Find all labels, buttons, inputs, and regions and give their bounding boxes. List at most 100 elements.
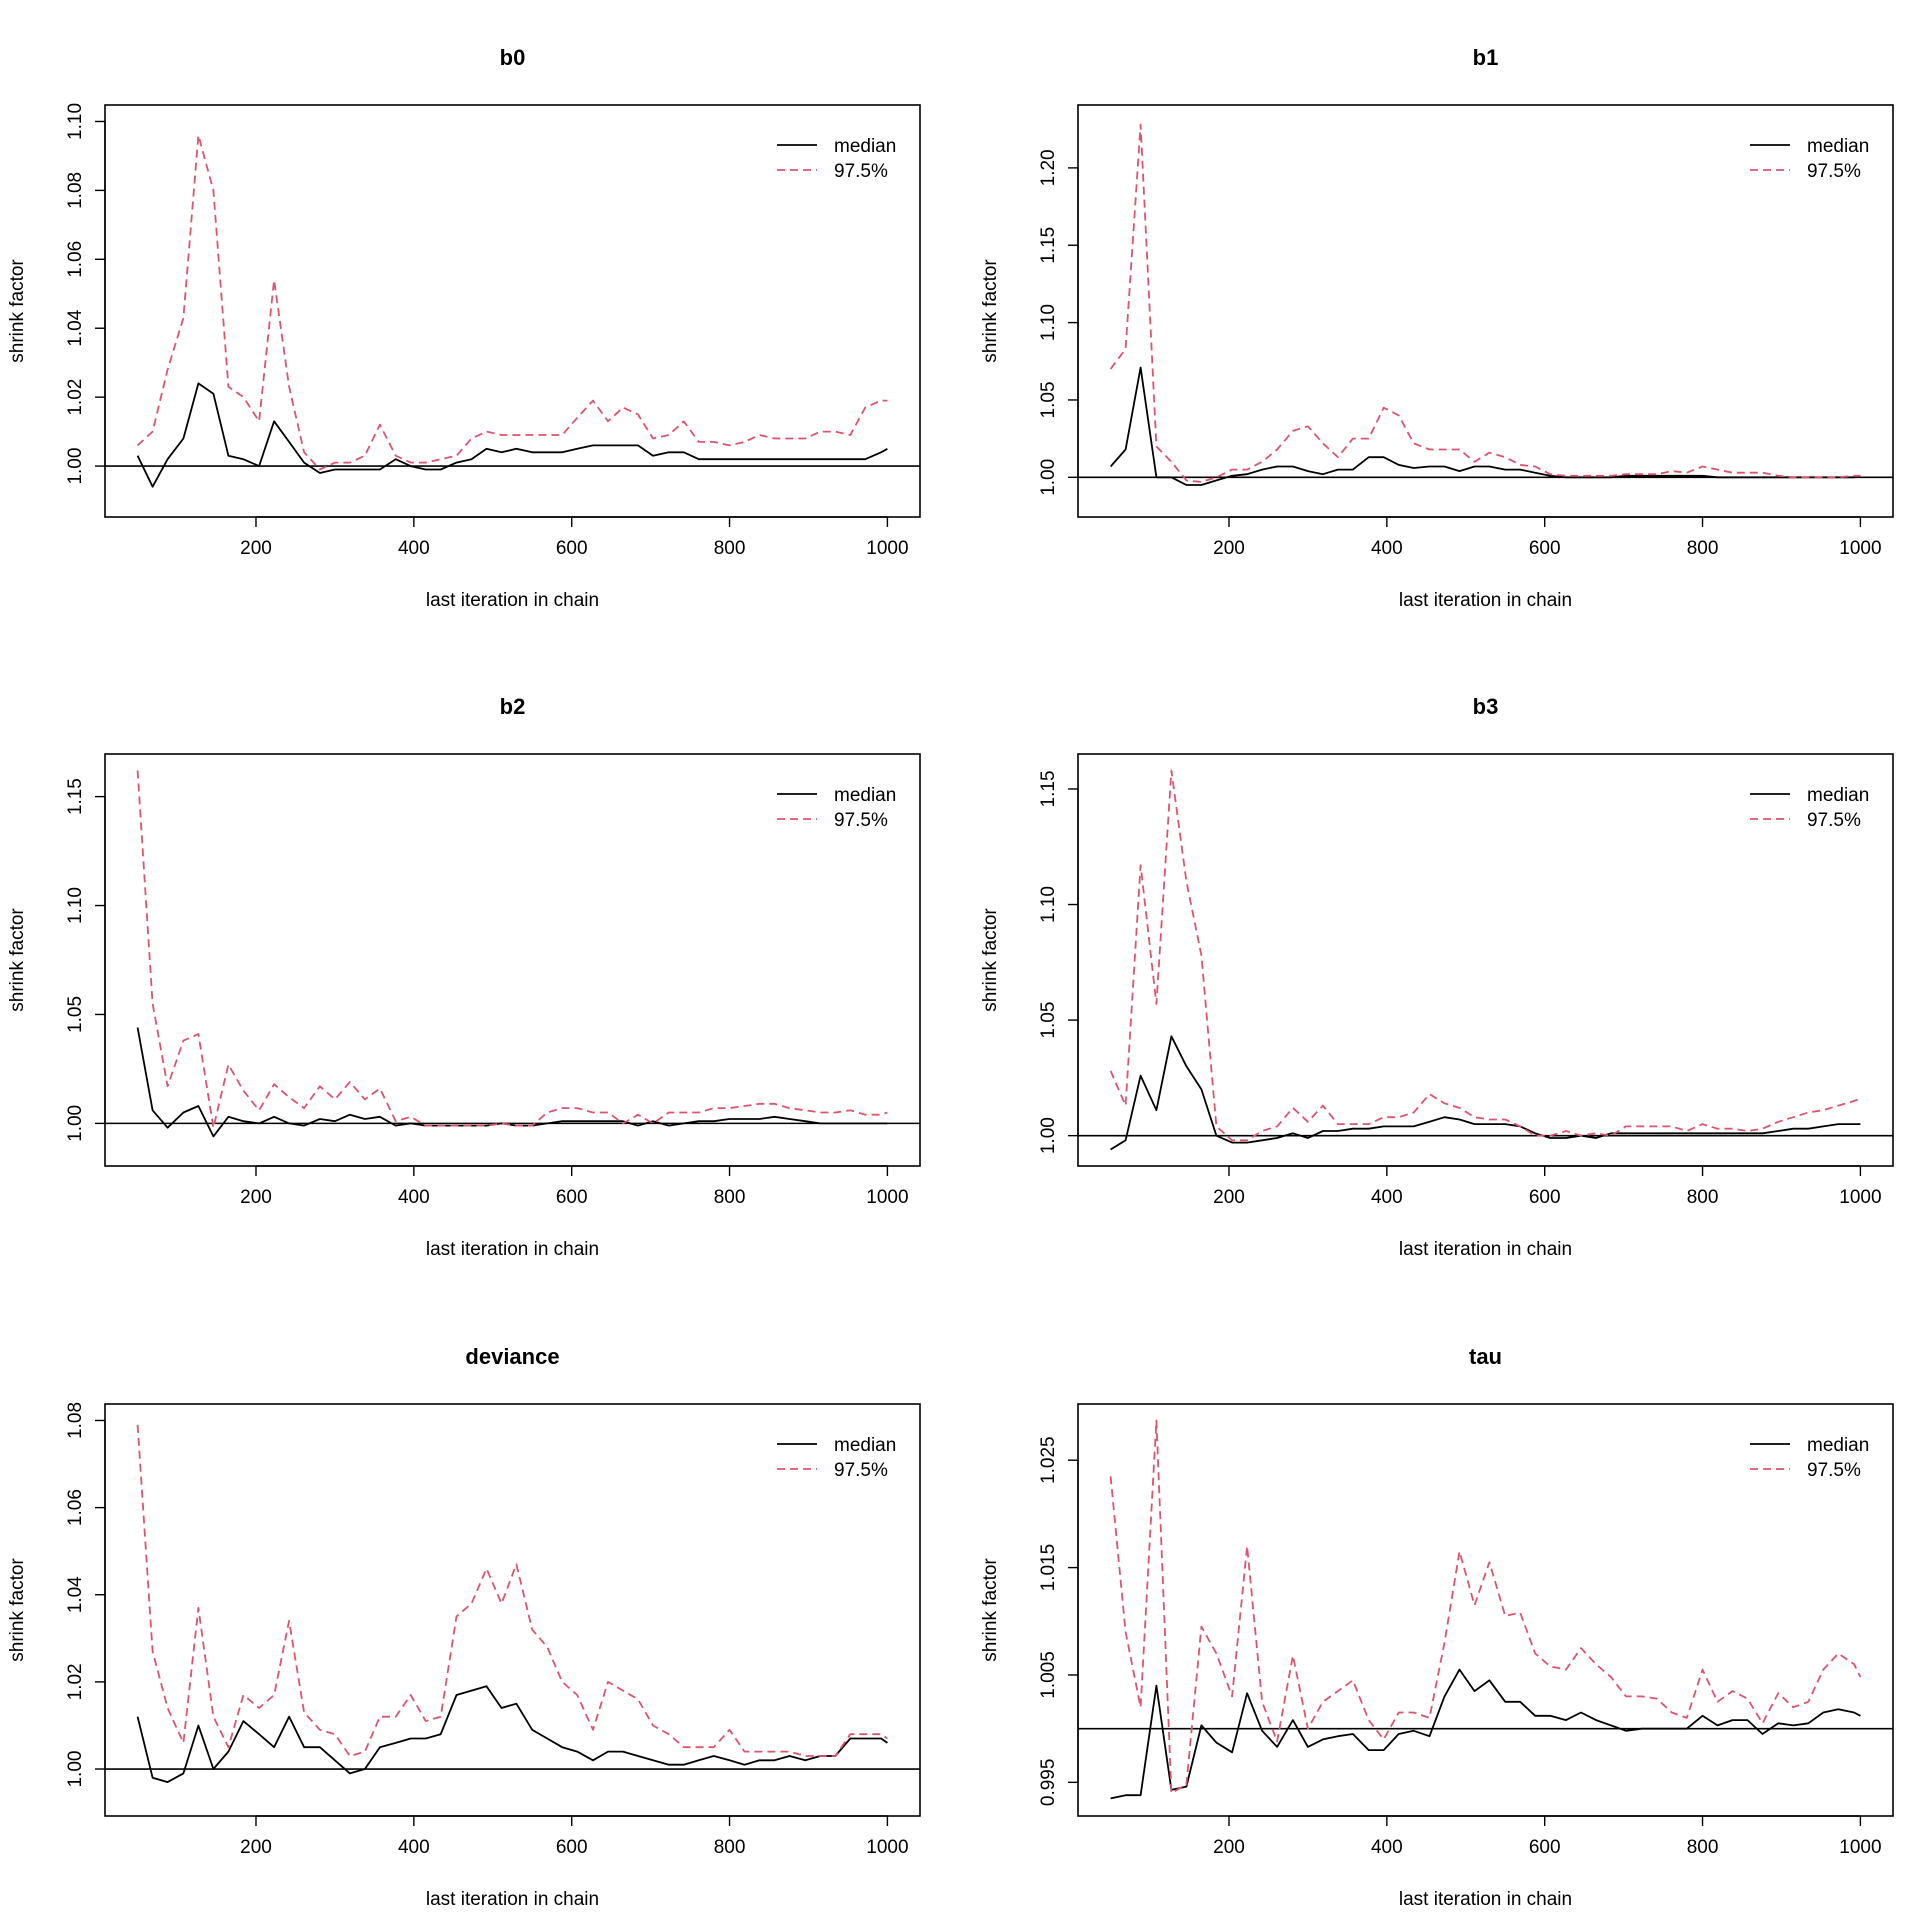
y-axis: 1.00 1.05 1.10 1.15 [65,778,106,1142]
legend: median 97.5% [1750,785,1869,831]
panel-tau: tau 200 400 600 800 1000 0.995 1.005 1.015 1.025 l… [980,1344,1894,1910]
y-tick-label: 1.10 [65,103,86,140]
series-line-97-5 [1109,769,1861,1142]
series-line-median [136,1685,888,1783]
series-line-median [136,1027,888,1138]
y-axis-label: shrink factor [980,908,1001,1012]
y-tick-label: 1.15 [1038,770,1059,807]
y-axis: 1.00 1.05 1.10 1.15 [1038,770,1079,1154]
legend-label: 97.5% [834,1460,888,1481]
y-tick-label: 1.08 [65,172,86,209]
legend: median 97.5% [1750,136,1869,182]
y-axis-label: shrink factor [7,259,28,363]
plot-frame [1077,1403,1894,1817]
y-tick-label: 1.15 [65,778,86,815]
x-tick-label: 800 [1687,1837,1719,1858]
y-tick-label: 1.10 [1038,304,1059,341]
panel-b3: b3 200 400 600 800 1000 1.00 1.05 1.10 1.15 last i… [980,694,1894,1260]
y-axis-label: shrink factor [980,259,1001,363]
x-tick-label: 400 [398,1837,430,1858]
x-tick-label: 200 [240,538,272,559]
x-tick-label: 1000 [866,538,908,559]
x-axis: 200 400 600 800 1000 [240,516,909,559]
legend-label: median [1807,785,1869,806]
x-tick-label: 400 [398,538,430,559]
x-tick-label: 800 [1687,538,1719,559]
y-axis: 1.00 1.02 1.04 1.06 1.08 1.10 [65,103,106,485]
x-tick-label: 800 [714,538,746,559]
y-tick-label: 1.00 [1038,459,1059,496]
x-tick-label: 200 [1213,538,1245,559]
y-tick-label: 1.00 [1038,1117,1059,1154]
legend-label: median [834,785,896,806]
x-tick-label: 200 [240,1187,272,1208]
y-tick-label: 1.06 [65,241,86,278]
x-axis-label: last iteration in chain [426,1239,599,1260]
x-tick-label: 800 [714,1187,746,1208]
panel-b1: b1 200 400 600 800 1000 1.00 1.05 1.10 1.15 1.20 la… [980,45,1894,611]
x-axis: 200 400 600 800 1000 [1213,516,1882,559]
x-tick-label: 600 [556,1187,588,1208]
x-tick-label: 400 [1371,538,1403,559]
legend-label: 97.5% [834,810,888,831]
y-tick-label: 1.04 [65,309,86,346]
panel-title: b0 [500,45,526,70]
y-axis: 1.00 1.05 1.10 1.15 1.20 [1038,149,1079,496]
y-tick-label: 1.05 [1038,1002,1059,1039]
y-tick-label: 1.05 [65,996,86,1033]
plot-frame [104,104,921,518]
panel-title: b1 [1473,45,1499,70]
legend-label: median [834,136,896,157]
series-line-97-5 [1109,1419,1862,1794]
y-tick-label: 1.08 [65,1402,86,1439]
legend: median 97.5% [1750,1435,1869,1481]
y-axis-label: shrink factor [7,1558,28,1662]
x-axis: 200 400 600 800 1000 [1213,1815,1882,1858]
plot-frame [1077,753,1894,1167]
legend-label: median [1807,136,1869,157]
y-tick-label: 1.05 [1038,381,1059,418]
x-tick-label: 200 [1213,1837,1245,1858]
x-tick-label: 1000 [866,1187,908,1208]
x-tick-label: 200 [240,1837,272,1858]
x-tick-label: 1000 [866,1837,908,1858]
series-line-median [136,382,888,488]
y-tick-label: 1.10 [1038,886,1059,923]
x-tick-label: 600 [556,538,588,559]
x-tick-label: 600 [1529,1187,1561,1208]
y-tick-label: 1.06 [65,1489,86,1526]
x-tick-label: 1000 [1839,1187,1881,1208]
x-tick-label: 600 [1529,538,1561,559]
legend-label: median [1807,1435,1869,1456]
x-axis-label: last iteration in chain [1399,590,1572,611]
series-line-97-5 [1109,123,1861,483]
x-axis: 200 400 600 800 1000 [1213,1165,1882,1208]
x-tick-label: 1000 [1839,1837,1881,1858]
x-axis-label: last iteration in chain [1399,1889,1572,1910]
y-tick-label: 1.15 [1038,227,1059,264]
series-line-97-5 [136,1424,888,1757]
series-line-97-5 [136,134,888,471]
x-tick-label: 400 [1371,1837,1403,1858]
legend: median 97.5% [777,136,896,182]
y-tick-label: 1.02 [65,379,86,416]
y-tick-label: 1.00 [65,1105,86,1142]
y-tick-label: 0.995 [1038,1759,1059,1807]
y-axis: 1.00 1.02 1.04 1.06 1.08 [65,1402,106,1788]
x-axis-label: last iteration in chain [1399,1239,1572,1260]
x-axis-label: last iteration in chain [426,1889,599,1910]
legend-label: 97.5% [834,161,888,182]
legend-label: 97.5% [1807,810,1861,831]
x-tick-label: 400 [1371,1187,1403,1208]
x-tick-label: 1000 [1839,538,1881,559]
x-axis: 200 400 600 800 1000 [240,1165,909,1208]
y-tick-label: 1.02 [65,1663,86,1700]
series-line-median [1109,366,1861,486]
y-axis-label: shrink factor [7,908,28,1012]
series-line-median [1110,1035,1861,1151]
panel-title: b2 [500,694,526,719]
legend-label: median [834,1435,896,1456]
y-tick-label: 1.04 [65,1576,86,1613]
